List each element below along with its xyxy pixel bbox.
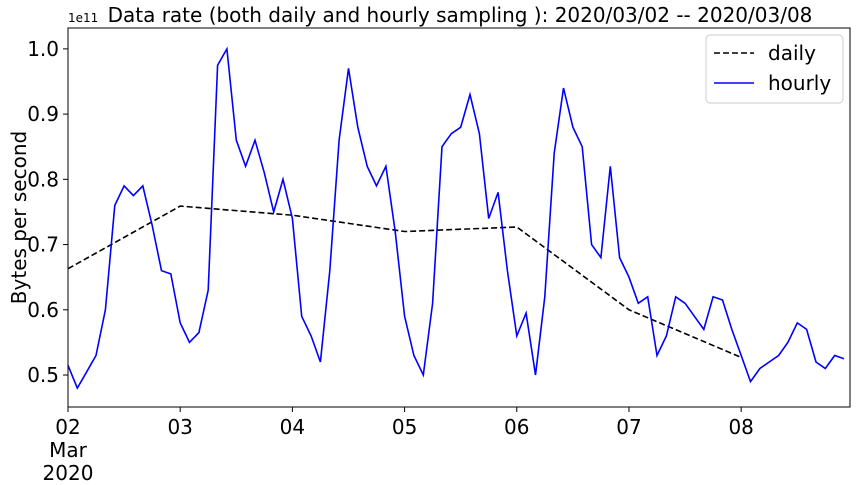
x-tick-label: 08 <box>728 415 753 439</box>
legend-box <box>705 34 844 104</box>
y-axis-label: Bytes per second <box>7 131 31 304</box>
chart-title: Data rate (both daily and hourly samplin… <box>108 3 813 27</box>
y-tick-label: 0.7 <box>27 233 59 257</box>
y-offset-label: 1e11 <box>68 11 98 25</box>
y-tick-label: 0.6 <box>27 298 59 322</box>
legend-label: hourly <box>768 71 831 95</box>
x-date-label: Mar <box>49 438 88 462</box>
x-tick-label: 05 <box>392 415 417 439</box>
legend-label: daily <box>768 41 816 65</box>
x-date-label: 2020 <box>43 461 94 485</box>
y-tick-label: 1.0 <box>27 37 59 61</box>
x-tick-label: 07 <box>616 415 641 439</box>
x-tick-label: 06 <box>504 415 529 439</box>
y-tick-label: 0.9 <box>27 102 59 126</box>
x-tick-label: 03 <box>167 415 192 439</box>
series-line <box>67 205 742 359</box>
series-line <box>67 46 845 390</box>
x-tick-label: 04 <box>280 415 305 439</box>
y-tick-label: 0.8 <box>27 167 59 191</box>
plot-frame <box>67 27 851 408</box>
x-tick-label: 02 <box>55 415 80 439</box>
y-tick-label: 0.5 <box>27 363 59 387</box>
